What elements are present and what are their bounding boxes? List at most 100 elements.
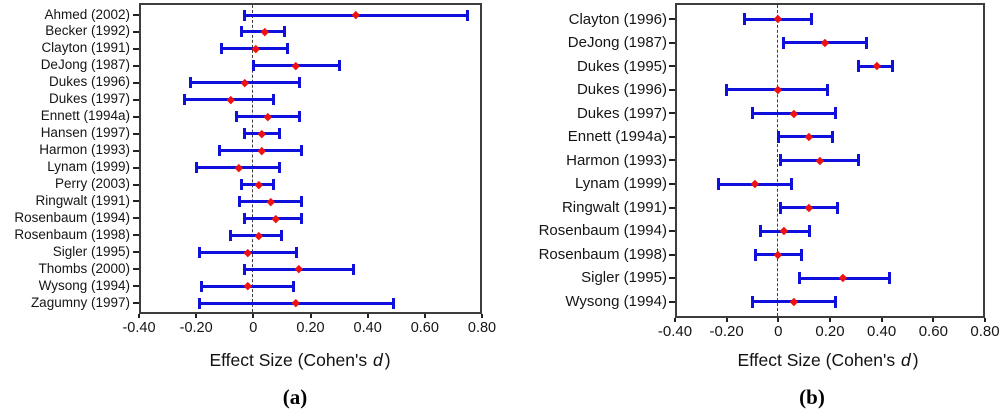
x-tick [309,314,312,318]
study-label: Clayton (1996) [568,10,667,28]
study-label: DeJong (1987) [40,57,130,73]
ci-cap-right [337,60,341,72]
ci-cap-left [220,43,224,55]
study-label: Dukes (1997) [576,104,667,122]
x-tick [932,318,935,322]
study-label: Dukes (1997) [48,91,130,107]
plot-frame-a [139,3,482,314]
ci-cap-left [797,272,801,285]
ci-cap-left [217,145,221,157]
ci-cap-right [890,60,894,73]
ci-cap-right [280,229,284,241]
ci-cap-right [856,154,860,167]
ci-cap-right [297,77,301,89]
x-tick-label: -0.40 [657,323,693,340]
study-label: Harmon (1993) [39,142,130,158]
ci-cap-left [197,246,201,258]
y-tick [133,217,139,220]
ci-cap-left [856,60,860,73]
ci-cap-left [779,154,783,167]
ci-cap-right [391,297,395,309]
ci-cap-right [277,128,281,140]
x-tick-label: 0.80 [970,323,1000,340]
x-tick-label: 0.80 [467,320,497,336]
ci-cap-left [758,225,762,238]
y-tick [669,230,675,233]
ci-cap-left [776,130,780,143]
study-label: Dukes (1995) [576,57,667,75]
study-label: Ennett (1994a) [567,128,667,146]
x-tick [481,314,483,318]
y-tick [133,98,139,101]
ci-cap-left [194,162,198,174]
ci-cap-right [351,263,355,275]
x-tick [829,318,831,322]
ci-cap-right [300,212,304,224]
x-tick-label: 0.60 [410,320,439,336]
ci-cap-right [277,162,281,174]
x-tick [252,314,255,318]
y-tick [133,30,139,33]
y-tick [669,159,675,162]
ci-cap-right [297,111,301,123]
x-tick-label: -0.20 [709,323,744,340]
x-axis-title-close: ) [384,350,391,370]
y-tick [133,166,139,169]
x-tick [195,314,198,318]
x-axis-title-close: ) [912,350,919,370]
x-tick-label: 0.60 [918,323,948,340]
y-tick [133,64,139,67]
study-label: Harmon (1993) [566,151,667,169]
ci-cap-left [243,263,247,275]
x-tick [138,314,140,318]
x-axis-title: Effect Size (Cohen's d) [668,350,988,371]
ci-cap-left [725,83,729,96]
zero-reference-line-b [777,5,779,316]
x-tick-label: -0.20 [179,320,213,336]
study-label: Becker (1992) [45,23,130,39]
ci-cap-right [807,225,811,238]
y-tick [669,65,675,68]
ci-cap-right [271,179,275,190]
ci-cap-right [294,246,298,258]
ci-cap-right [286,43,290,55]
y-tick [669,300,675,303]
study-label: Wysong (1994) [565,292,667,310]
study-label: Zagumny (1997) [30,294,130,310]
study-label: Ringwalt (1991) [561,198,667,216]
study-label: Ennett (1994a) [40,108,130,124]
ci-cap-right [300,145,304,157]
x-tick [366,314,369,318]
y-tick [133,47,139,50]
ci-cap-right [271,94,275,106]
x-tick [880,318,883,322]
x-axis-title-text: Effect Size (Cohen's [737,350,900,370]
y-tick [133,14,139,16]
ci-cap-right [833,295,837,308]
ci-cap-left [197,297,201,309]
study-label: Dukes (1996) [48,74,130,90]
ci-cap-right [836,201,840,214]
ci-cap-right [789,178,793,190]
ci-cap-left [234,111,238,123]
y-tick [669,206,675,209]
ci-cap-right [831,130,835,143]
ci-cap-left [240,179,244,190]
ci-cap-left [243,128,247,140]
plot-frame-b [675,3,985,318]
x-tick-label: 0 [774,323,783,340]
y-tick [669,18,675,21]
y-tick [669,135,675,138]
panel-caption-b: (b) [799,385,825,409]
y-tick [669,253,675,256]
ci-cap-right [810,13,814,26]
ci-cap-left [753,248,757,261]
x-tick [984,318,986,322]
x-tick-label: 0.40 [353,320,382,336]
x-axis-title: Effect Size (Cohen's d) [140,350,460,371]
y-tick [669,277,675,280]
ci-cap-left [237,195,241,207]
ci-cap-left [251,60,255,72]
ci-cap-left [243,212,247,224]
